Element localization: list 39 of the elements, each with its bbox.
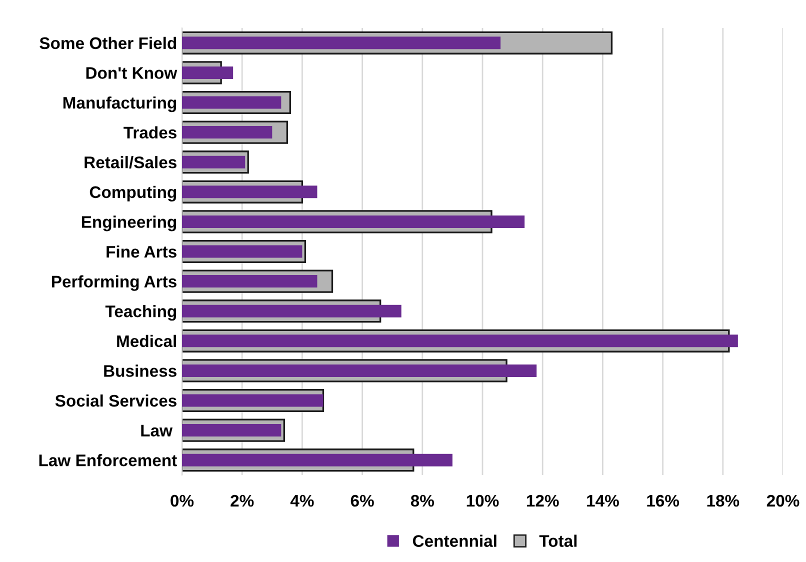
bar	[182, 96, 282, 109]
x-tick-label: 18%	[707, 494, 740, 507]
x-tick-label: 10%	[466, 494, 499, 507]
bar	[182, 126, 272, 139]
bar	[182, 334, 738, 348]
bar	[182, 364, 537, 377]
y-tick-label: Don't Know	[86, 67, 178, 79]
x-tick-label: 12%	[526, 494, 559, 507]
y-tick-label: Business	[104, 364, 176, 377]
bar	[182, 215, 525, 228]
y-tick-label: Law Enforcement	[39, 454, 177, 466]
y-tick-label: Teaching	[105, 305, 176, 321]
x-tick-label: 8%	[410, 494, 434, 507]
y-tick-label: Retail/Sales	[84, 156, 176, 168]
bar	[182, 186, 318, 198]
legend-label: Total	[539, 534, 577, 547]
x-tick-label: 2%	[230, 494, 254, 507]
y-tick-label: Performing Arts	[52, 275, 176, 291]
y-tick-label: Trades	[124, 126, 176, 139]
y-tick-label: Law	[141, 424, 173, 437]
x-tick-label: 4%	[290, 494, 314, 507]
x-tick-label: 20%	[766, 494, 800, 507]
bar	[182, 304, 402, 318]
y-tick-label: Engineering	[82, 216, 176, 232]
x-tick-label: 16%	[647, 494, 680, 507]
y-tick-label: Social Services	[55, 394, 176, 407]
bar	[182, 36, 501, 50]
x-tick-label: 0%	[170, 494, 194, 507]
x-tick-label: 14%	[587, 494, 619, 507]
legend-label: Centennial	[412, 534, 496, 547]
bar	[182, 66, 234, 79]
y-tick-label: Medical	[117, 334, 176, 348]
bar	[182, 275, 318, 288]
bar	[182, 454, 452, 466]
y-tick-label: Computing	[90, 186, 176, 202]
y-tick-label: Some Other Field	[40, 36, 176, 50]
y-tick-label: Manufacturing	[63, 96, 176, 112]
x-tick-label: 6%	[350, 494, 374, 507]
y-tick-label: Fine Arts	[106, 245, 176, 258]
